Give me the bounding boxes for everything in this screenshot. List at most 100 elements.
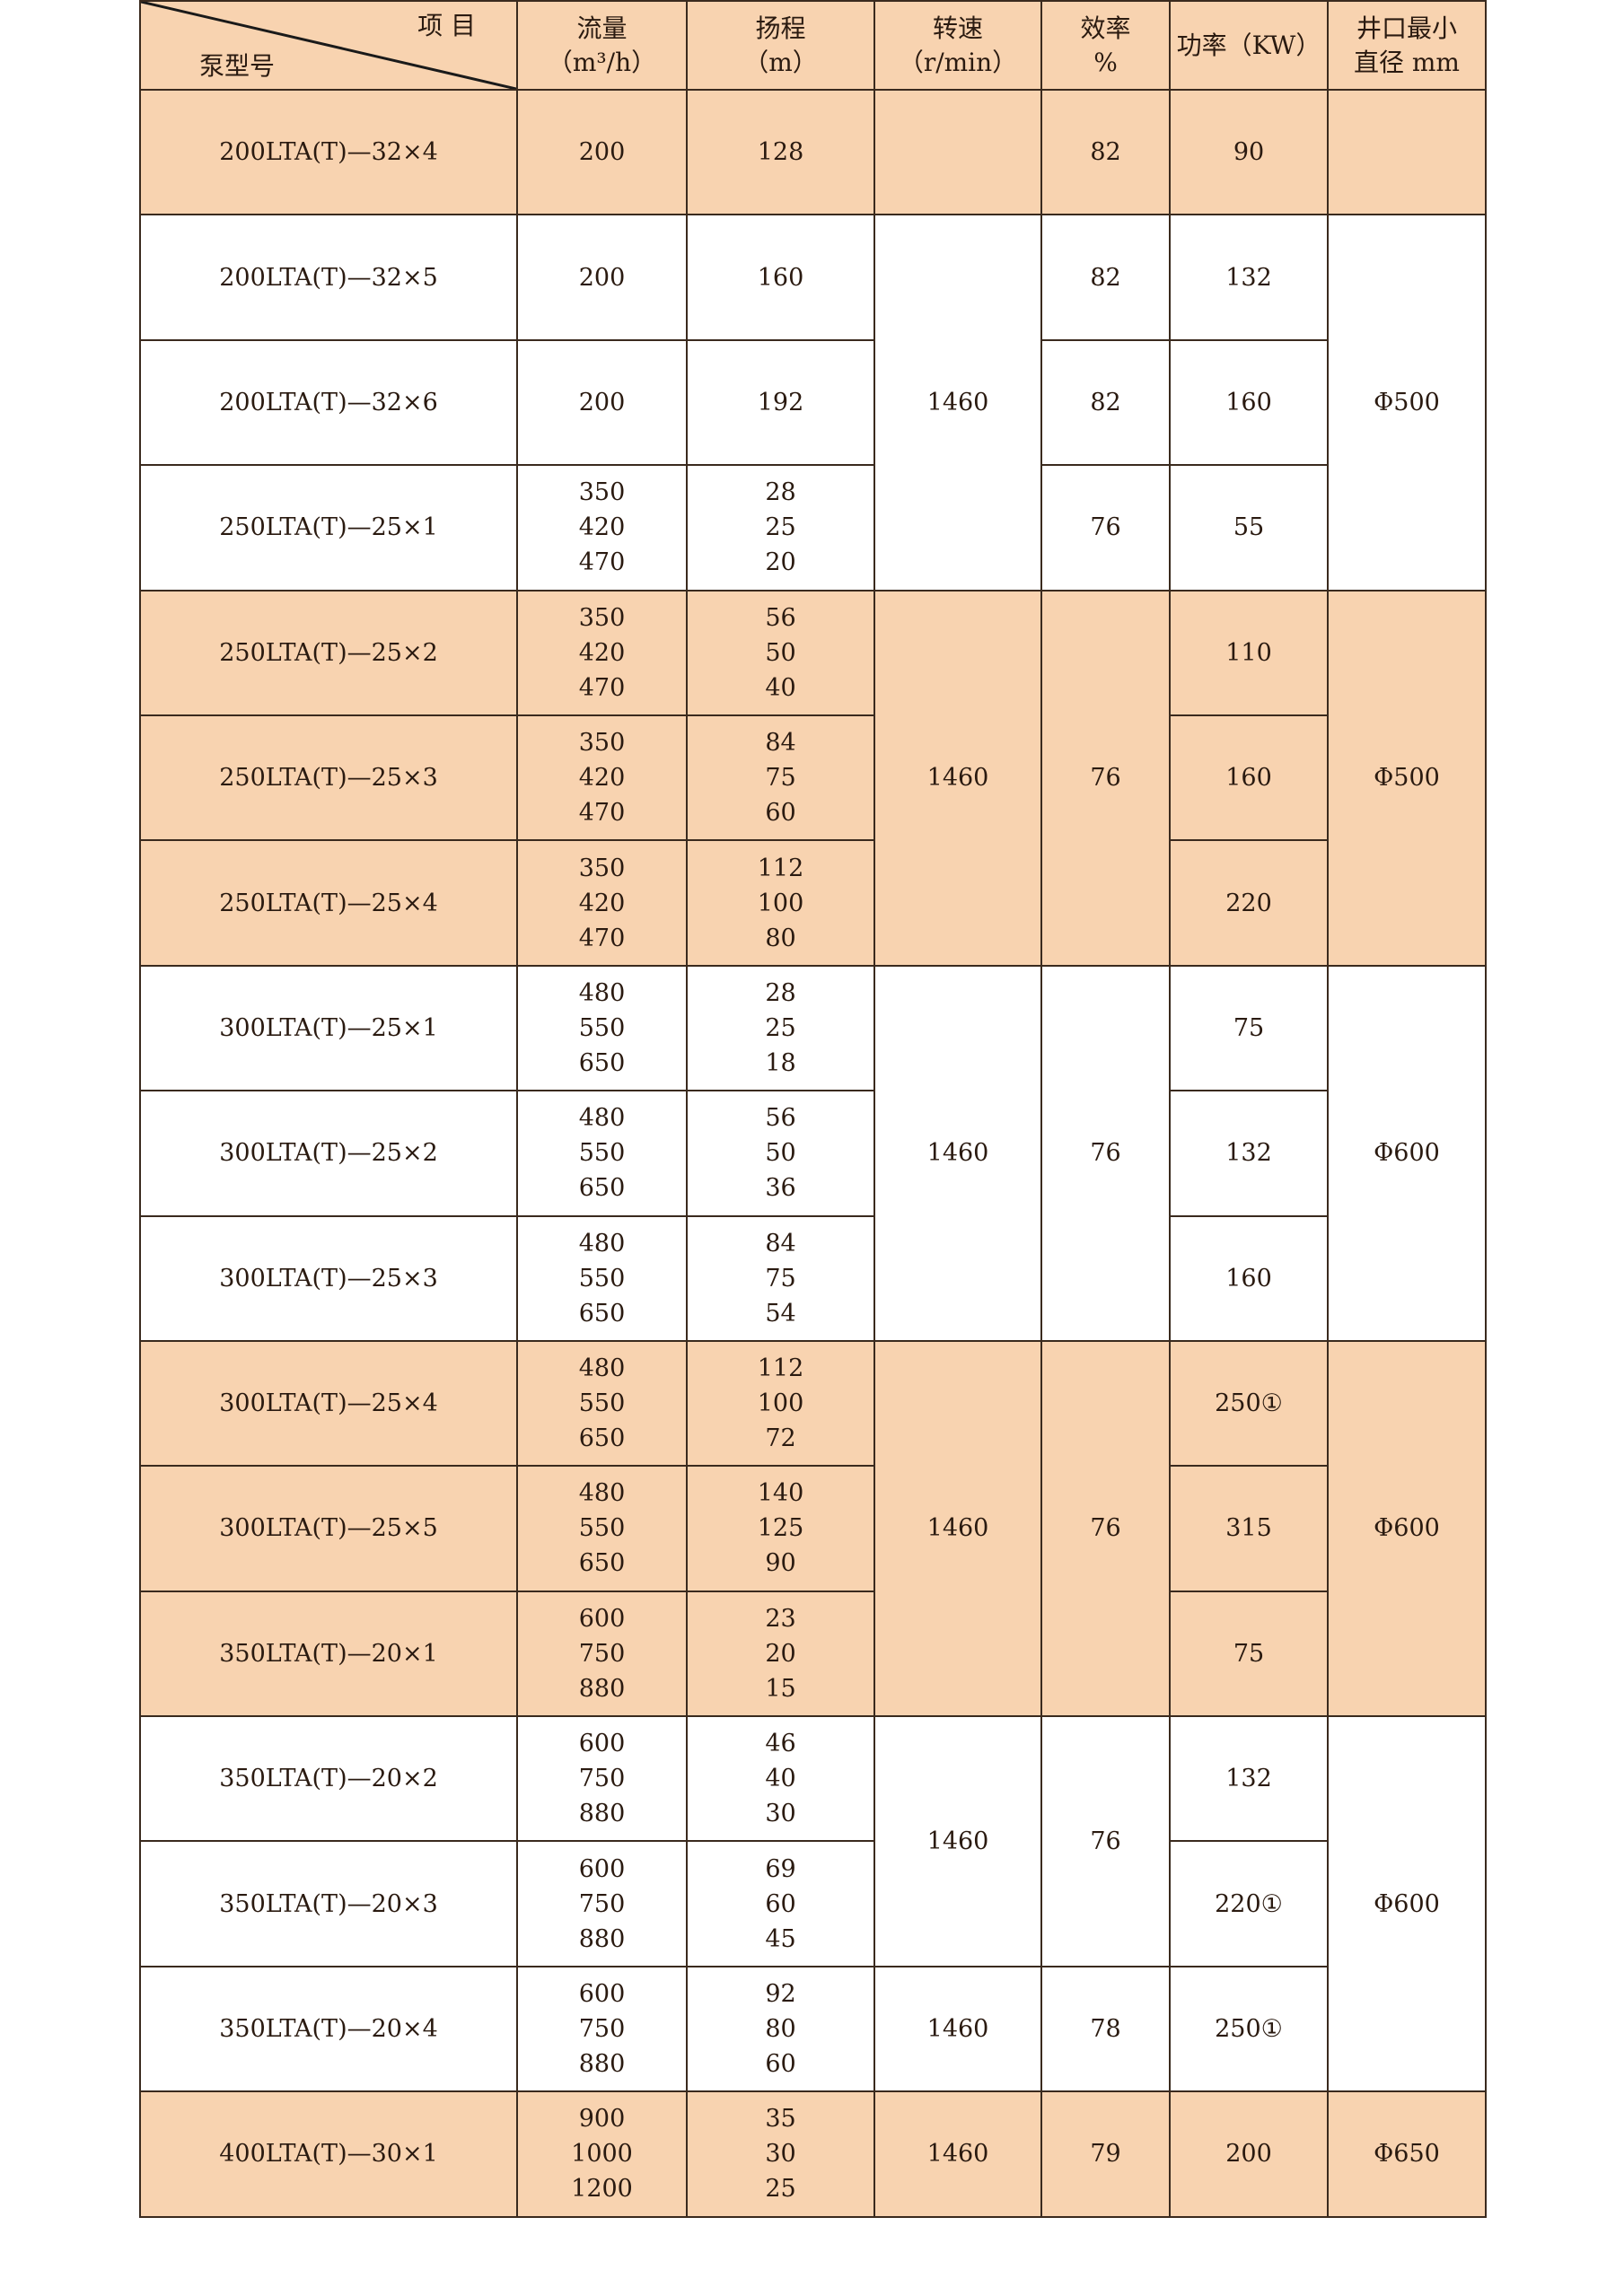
power-cell: 132 [1169,1715,1329,1843]
flow-value: 1200 [571,2175,633,2204]
head-cell: 128 [686,88,875,216]
head-value: 90 [765,1549,796,1578]
flow-value: 550 [578,1389,626,1418]
efficiency-cell: 76 [1040,1339,1171,1718]
efficiency-cell: 78 [1040,1965,1171,2093]
header-power-title: 功率（KW） [1176,30,1321,60]
power-cell: 132 [1169,1090,1329,1217]
head-cell: 84 75 54 [686,1214,875,1342]
flow-cell: 600 750 880 [516,1965,688,2093]
head-value: 60 [765,799,796,828]
flow-value: 420 [578,764,626,793]
flow-value: 200 [578,138,626,167]
model-cell: 300LTA(T)—25×1 [139,964,518,1092]
flow-value: 550 [578,1264,626,1293]
power-cell: 75 [1169,964,1329,1092]
head-value: 69 [765,1854,796,1883]
efficiency-cell: 76 [1040,589,1171,967]
model-cell: 200LTA(T)—32×4 [139,88,518,216]
flow-value: 750 [578,1765,626,1793]
model-cell: 300LTA(T)—25×4 [139,1339,518,1468]
diameter-cell: Φ600 [1327,1715,1487,2093]
head-value: 56 [765,1104,796,1133]
flow-value: 650 [578,1424,626,1453]
head-value: 60 [765,1889,796,1918]
diameter-cell: Φ600 [1327,964,1487,1342]
diameter-cell: Φ500 [1327,214,1487,592]
head-cell: 23 20 15 [686,1590,875,1718]
flow-value: 470 [578,673,626,702]
head-value: 128 [757,138,804,167]
model-cell: 250LTA(T)—25×3 [139,714,518,842]
header-flow: 流量 （m³/h） [516,0,688,91]
head-value: 40 [765,1765,796,1793]
head-value: 80 [765,924,796,952]
head-value: 140 [757,1479,804,1508]
diameter-cell: Φ650 [1327,2090,1487,2218]
speed-cell: 1460 [873,589,1042,967]
flow-cell: 900 1000 1200 [516,2090,688,2218]
model-cell: 400LTA(T)—30×1 [139,2090,518,2218]
flow-value: 350 [578,478,626,507]
head-value: 25 [765,2175,796,2204]
flow-cell: 480 550 650 [516,1090,688,1217]
flow-cell: 200 [516,338,688,467]
header-head-title: 扬程 [755,13,806,43]
head-value: 54 [765,1299,796,1328]
head-value: 75 [765,764,796,793]
flow-cell: 350 420 470 [516,839,688,967]
header-diameter: 井口最小 直径 mm [1327,0,1487,91]
model-cell: 350LTA(T)—20×2 [139,1715,518,1843]
power-cell: 250① [1169,1339,1329,1468]
model-cell: 250LTA(T)—25×4 [139,839,518,967]
flow-value: 880 [578,1800,626,1828]
head-cell: 35 30 25 [686,2090,875,2218]
flow-value: 650 [578,1174,626,1203]
header-efficiency: 效率% [1040,0,1171,91]
flow-value: 600 [578,1604,626,1633]
table-row: 350LTA(T)—20×4 600 750 880 92 80 60 1460 78 250① [139,1965,1486,2093]
power-cell: 220 [1169,839,1329,967]
head-value: 125 [757,1514,804,1543]
flow-value: 750 [578,2015,626,2044]
model-cell: 200LTA(T)—32×6 [139,338,518,467]
head-value: 25 [765,1013,796,1042]
head-cell: 160 [686,214,875,341]
flow-value: 650 [578,1549,626,1578]
head-cell: 192 [686,338,875,467]
head-value: 160 [757,263,804,292]
header-model-label: 泵型号 [199,51,276,81]
flow-value: 470 [578,548,626,577]
model-cell: 300LTA(T)—25×3 [139,1214,518,1342]
diameter-cell: Φ600 [1327,1339,1487,1718]
header-row: 项 目 泵型号 流量 （m³/h） 扬程 （m） 转速 （r/min） 效率% 功率（… [139,0,1487,91]
head-value: 92 [765,1980,796,2009]
head-cell: 112 100 72 [686,1339,875,1468]
flow-value: 420 [578,513,626,542]
diagonal-divider [141,2,516,89]
table-row: 300LTA(T)—25×3 480 550 650 84 75 54 160 [139,1214,1486,1342]
flow-value: 550 [578,1514,626,1543]
pump-spec-table: 项 目 泵型号 流量 （m³/h） 扬程 （m） 转速 （r/min） 效率% 功率（… [139,0,1487,2218]
header-head-unit: （m） [743,47,818,77]
head-value: 28 [765,978,796,1007]
flow-value: 750 [578,1889,626,1918]
flow-value: 420 [578,638,626,667]
model-cell: 300LTA(T)—25×5 [139,1465,518,1592]
efficiency-cell: 79 [1040,2090,1171,2218]
flow-value: 480 [578,1229,626,1258]
flow-value: 600 [578,1730,626,1758]
head-value: 35 [765,2105,796,2134]
table-row: 400LTA(T)—30×1 900 1000 1200 35 30 25 1460 79 200… [139,2090,1487,2218]
speed-cell: 1460 [873,964,1042,1342]
head-value: 72 [765,1424,796,1453]
table-row: 300LTA(T)—25×5 480 550 650 140 125 90 315 [139,1465,1486,1592]
head-value: 18 [765,1048,796,1077]
speed-cell [873,88,1042,216]
header-speed-title: 转速 [932,13,983,43]
head-value: 50 [765,1139,796,1168]
model-cell: 350LTA(T)—20×4 [139,1965,518,2093]
flow-value: 880 [578,2050,626,2079]
header-model-item: 项 目 泵型号 [139,0,518,91]
flow-cell: 480 550 650 [516,1465,688,1592]
